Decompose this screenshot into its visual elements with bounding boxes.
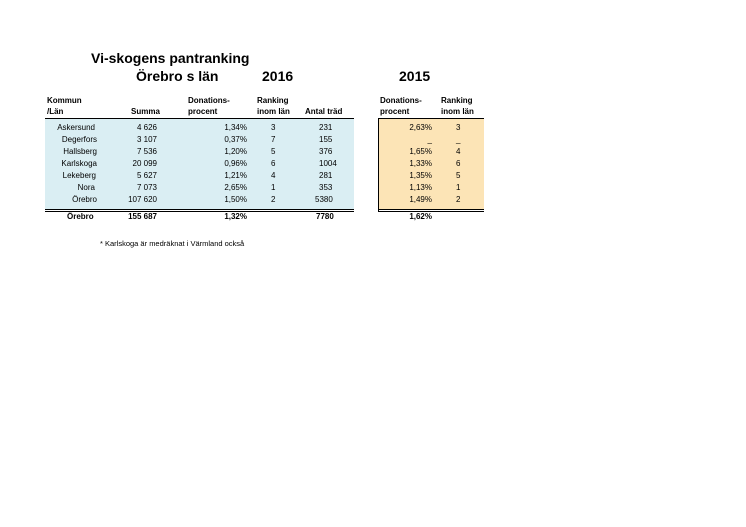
table-row: Degerfors 3 107 0,37% 7 155 _ _	[0, 134, 746, 145]
cell-procent: 1,20%	[224, 147, 247, 156]
cell-ranking: 4	[271, 171, 276, 180]
cell-procent-2015: 1,35%	[409, 171, 432, 180]
cell-trad: 5380	[315, 195, 333, 204]
year-2016-heading: 2016	[262, 68, 294, 84]
cell-ranking-2015: 6	[456, 159, 461, 168]
cell-procent-2015: 1,49%	[409, 195, 432, 204]
header-ranking-line1: Ranking	[257, 96, 289, 105]
header-rule-2016	[45, 118, 354, 119]
cell-procent-2015: _	[427, 135, 432, 144]
table-row: Karlskoga 20 099 0,96% 6 1004 1,33% 6	[0, 158, 746, 169]
report-title: Vi-skogens pantranking	[91, 50, 250, 66]
header-rule-2015	[378, 118, 484, 119]
table-row: Askersund 4 626 1,34% 3 231 2,63% 3	[0, 122, 746, 133]
cell-kommun: Lekeberg	[62, 171, 96, 180]
header-donationsprocent-2015-line2: procent	[380, 107, 410, 116]
cell-procent: 2,65%	[224, 183, 247, 192]
cell-procent-2015: 1,13%	[409, 183, 432, 192]
data-area-2015	[378, 119, 484, 209]
total-rule-2016-a	[45, 209, 354, 210]
cell-summa: 4 626	[136, 123, 157, 132]
total-rule-2015-a	[378, 209, 484, 210]
cell-kommun: Hallsberg	[63, 147, 97, 156]
cell-procent: 0,37%	[224, 135, 247, 144]
total-summa: 155 687	[128, 212, 157, 221]
cell-ranking-2015: 2	[456, 195, 461, 204]
cell-trad: 1004	[319, 159, 337, 168]
header-ranking-line2: inom län	[257, 107, 290, 116]
cell-procent-2015: 1,33%	[409, 159, 432, 168]
cell-ranking-2015: 4	[456, 147, 461, 156]
cell-trad: 231	[319, 123, 333, 132]
cell-summa: 7 073	[136, 183, 157, 192]
cell-kommun: Karlskoga	[61, 159, 97, 168]
cell-procent-2015: 1,65%	[409, 147, 432, 156]
header-donationsprocent: Donations- procent	[188, 95, 230, 117]
cell-procent: 1,34%	[224, 123, 247, 132]
divider-2015-left	[378, 118, 379, 212]
header-donationsprocent-2015-line1: Donations-	[380, 96, 422, 105]
cell-kommun: Degerfors	[61, 135, 97, 144]
cell-procent: 1,21%	[224, 171, 247, 180]
cell-trad: 281	[319, 171, 333, 180]
table-row: Hallsberg 7 536 1,20% 5 376 1,65% 4	[0, 146, 746, 157]
cell-ranking-2015: 1	[456, 183, 461, 192]
cell-kommun: Örebro	[72, 195, 97, 204]
cell-ranking: 6	[271, 159, 276, 168]
cell-summa: 5 627	[136, 171, 157, 180]
table-row: Örebro 107 620 1,50% 2 5380 1,49% 2	[0, 194, 746, 205]
cell-trad: 353	[319, 183, 333, 192]
cell-ranking-2015: 5	[456, 171, 461, 180]
header-donationsprocent-2015: Donations- procent	[380, 95, 422, 117]
cell-trad: 376	[319, 147, 333, 156]
cell-trad: 155	[319, 135, 333, 144]
header-donationsprocent-line1: Donations-	[188, 96, 230, 105]
header-ranking-2015: Ranking inom län	[441, 95, 474, 117]
header-donationsprocent-line2: procent	[188, 107, 218, 116]
total-rule-2016-b	[45, 211, 354, 212]
footnote: * Karlskoga är medräknat i Värmland ocks…	[100, 239, 245, 248]
cell-ranking: 7	[271, 135, 276, 144]
header-ranking-2015-line2: inom län	[441, 107, 474, 116]
report-subtitle: Örebro s län	[136, 68, 219, 84]
cell-kommun: Askersund	[57, 123, 95, 132]
data-area-2016	[45, 119, 354, 209]
cell-kommun: Nora	[77, 183, 95, 192]
table-row: Nora 7 073 2,65% 1 353 1,13% 1	[0, 182, 746, 193]
cell-summa: 7 536	[136, 147, 157, 156]
table-row: Lekeberg 5 627 1,21% 4 281 1,35% 5	[0, 170, 746, 181]
cell-ranking: 1	[271, 183, 276, 192]
total-trad: 7780	[316, 212, 334, 221]
header-kommun: Kommun /Län	[47, 95, 82, 117]
cell-ranking: 3	[271, 123, 276, 132]
cell-ranking-2015: 3	[456, 123, 461, 132]
header-ranking-2015-line1: Ranking	[441, 96, 473, 105]
cell-ranking-2015: _	[456, 135, 461, 144]
total-procent: 1,32%	[224, 212, 247, 221]
cell-procent-2015: 2,63%	[409, 123, 432, 132]
cell-procent: 0,96%	[224, 159, 247, 168]
header-antal-trad: Antal träd	[305, 107, 343, 116]
header-summa: Summa	[131, 107, 160, 116]
year-2015-heading: 2015	[399, 68, 431, 84]
cell-summa: 3 107	[136, 135, 157, 144]
cell-ranking: 2	[271, 195, 276, 204]
total-row: Örebro 155 687 1,32% 7780 1,62%	[0, 211, 746, 222]
cell-ranking: 5	[271, 147, 276, 156]
total-procent-2015: 1,62%	[409, 212, 432, 221]
cell-summa: 20 099	[132, 159, 157, 168]
header-ranking: Ranking inom län	[257, 95, 290, 117]
cell-procent: 1,50%	[224, 195, 247, 204]
header-kommun-line1: Kommun	[47, 96, 82, 105]
header-kommun-line2: /Län	[47, 107, 64, 116]
total-rule-2015-b	[378, 211, 484, 212]
total-kommun: Örebro	[67, 212, 94, 221]
cell-summa: 107 620	[128, 195, 157, 204]
